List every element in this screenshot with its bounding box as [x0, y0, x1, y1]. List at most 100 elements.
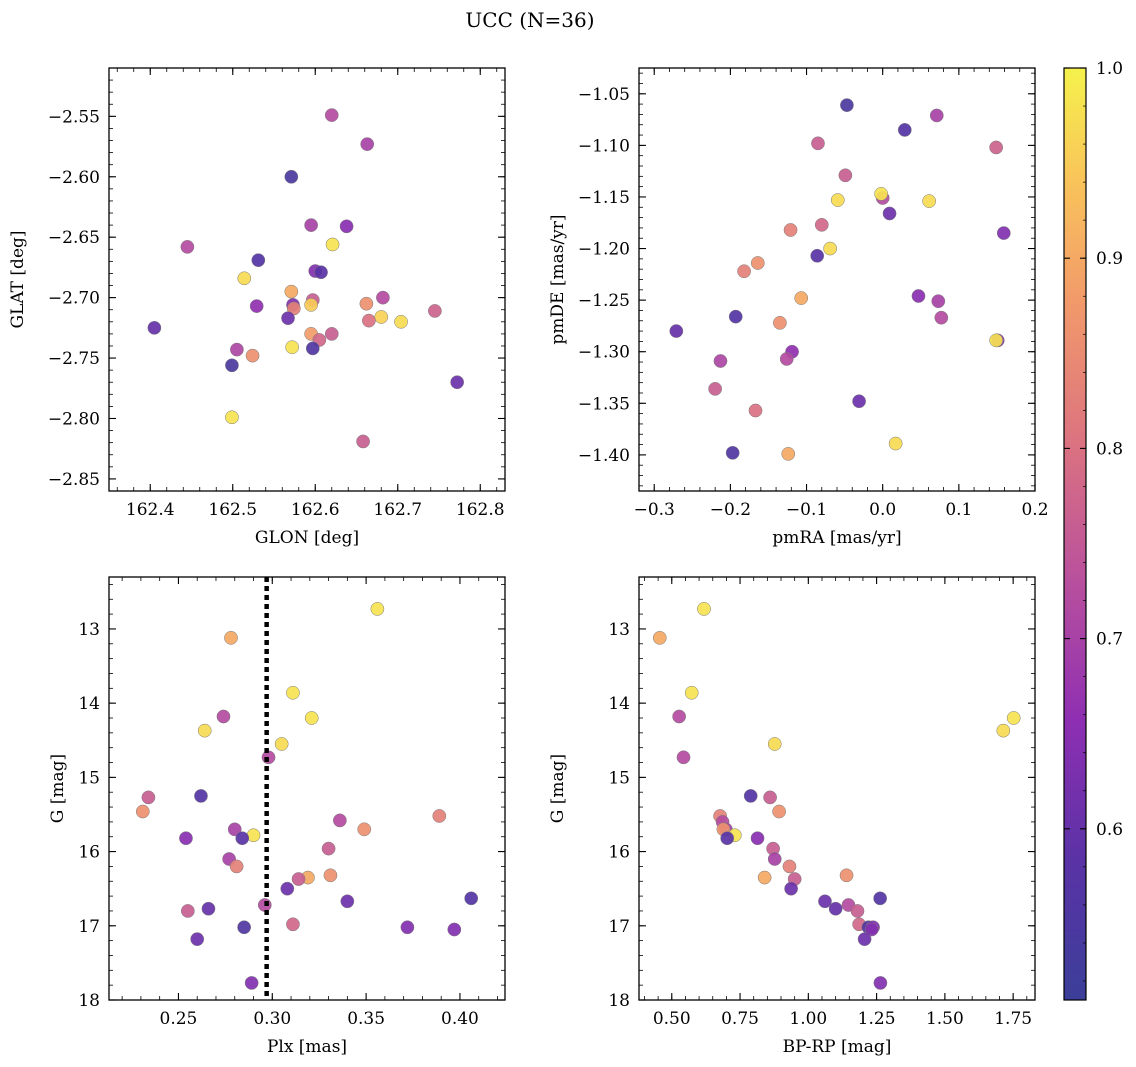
data-point: [332, 813, 347, 828]
data-point: [284, 284, 299, 299]
x-tick-label: 0.75: [721, 1009, 759, 1029]
data-point: [229, 859, 244, 874]
colorbar: 0.6 0.7 0.8 0.9 1.0: [1063, 59, 1123, 1001]
x-tick-label: 1.50: [926, 1009, 964, 1029]
data-point: [897, 123, 912, 137]
y-tick-label: −1.40: [578, 446, 630, 466]
x-tick-label: 1.75: [994, 1009, 1032, 1029]
data-point: [852, 394, 866, 409]
data-point: [400, 920, 415, 935]
data-point: [251, 253, 266, 268]
y-tick-label: −1.35: [578, 394, 630, 414]
data-point: [321, 841, 336, 856]
y-tick-label: −1.10: [578, 136, 630, 156]
data-point: [720, 831, 735, 846]
y-tick-label: −2.75: [48, 349, 100, 369]
data-point: [360, 137, 375, 151]
data-point: [280, 881, 295, 896]
data-point: [911, 289, 926, 303]
data-point: [779, 352, 794, 366]
x-axis-label: BP-RP [mag]: [783, 1037, 892, 1057]
y-tick-label: −2.55: [48, 107, 100, 127]
data-point: [850, 904, 865, 918]
data-point: [362, 313, 376, 328]
data-point: [773, 315, 787, 330]
data-point: [794, 291, 809, 305]
y-axis-label: G [mag]: [548, 754, 568, 823]
data-point: [225, 410, 239, 425]
plx-g-panel: 0.25 0.30 0.35 0.40 13 14 15 16 17 18 Plx [mas] G […: [48, 576, 506, 1057]
data-point: [1006, 711, 1021, 725]
colorbar-tick-label: 0.7: [1096, 630, 1123, 650]
y-tick-label: 17: [78, 917, 100, 937]
data-point: [767, 737, 782, 751]
data-point: [225, 358, 239, 373]
x-axis-label: GLON [deg]: [255, 528, 359, 548]
data-point: [305, 341, 320, 356]
data-point: [784, 881, 798, 896]
data-point: [230, 342, 244, 357]
data-point: [782, 859, 797, 874]
data-point: [374, 310, 389, 324]
data-point: [135, 804, 150, 819]
x-tick-label: 0.35: [347, 1009, 385, 1029]
x-tick-label: 162.4: [126, 500, 175, 520]
y-tick-label: −1.25: [578, 291, 630, 311]
x-tick-label: 1.25: [858, 1009, 896, 1029]
data-point: [783, 223, 798, 237]
data-point: [249, 299, 264, 313]
data-point: [147, 320, 162, 335]
data-point: [873, 891, 888, 906]
data-point: [750, 256, 765, 270]
data-point: [314, 265, 328, 280]
data-point: [864, 922, 879, 937]
x-tick-label: 162.5: [208, 500, 257, 520]
data-point: [141, 790, 156, 805]
y-tick-label: −2.60: [48, 168, 100, 188]
data-point: [888, 436, 903, 451]
data-point: [285, 340, 299, 355]
data-point: [757, 870, 772, 885]
data-point: [737, 264, 751, 279]
data-point: [216, 709, 231, 724]
data-point: [652, 631, 667, 645]
data-point: [340, 894, 355, 909]
y-tick-label: −1.15: [578, 188, 630, 208]
y-tick-label: 14: [608, 694, 630, 714]
colorbar-tick-label: 1.0: [1096, 59, 1123, 79]
axes-frame: [108, 67, 506, 492]
data-point: [996, 226, 1011, 240]
data-point: [235, 831, 250, 846]
data-point: [197, 723, 212, 738]
data-point: [324, 327, 339, 341]
data-point: [304, 298, 318, 312]
data-point: [324, 108, 339, 122]
y-tick-label: 17: [608, 917, 630, 937]
data-point: [432, 809, 447, 823]
pm-panel: −0.3 −0.2 −0.1 0.0 0.1 0.2 −1.05 −1.10 −1.15 −1.2…: [548, 67, 1049, 548]
y-tick-label: −2.70: [48, 289, 100, 309]
data-point: [179, 831, 193, 846]
data-point: [284, 169, 299, 184]
data-point: [180, 240, 195, 254]
x-tick-label: 0.2: [1021, 500, 1048, 520]
data-point: [814, 217, 829, 232]
x-tick-label: 162.7: [373, 500, 422, 520]
y-tick-label: −2.80: [48, 409, 100, 429]
data-point: [767, 852, 782, 866]
data-point: [394, 314, 408, 329]
data-point: [772, 804, 786, 819]
y-tick-label: 18: [78, 991, 100, 1011]
y-tick-label: −2.65: [48, 228, 100, 248]
data-point: [810, 248, 825, 263]
colorbar-tick-label: 0.9: [1096, 249, 1123, 269]
axes-frame: [638, 576, 1036, 1001]
y-tick-label: 16: [608, 843, 630, 863]
y-tick-label: 13: [608, 620, 630, 640]
data-point: [818, 894, 832, 909]
x-tick-label: 0.1: [945, 500, 972, 520]
data-point: [180, 904, 195, 918]
data-point: [929, 108, 944, 123]
data-point: [237, 920, 251, 935]
data-point: [291, 872, 306, 886]
